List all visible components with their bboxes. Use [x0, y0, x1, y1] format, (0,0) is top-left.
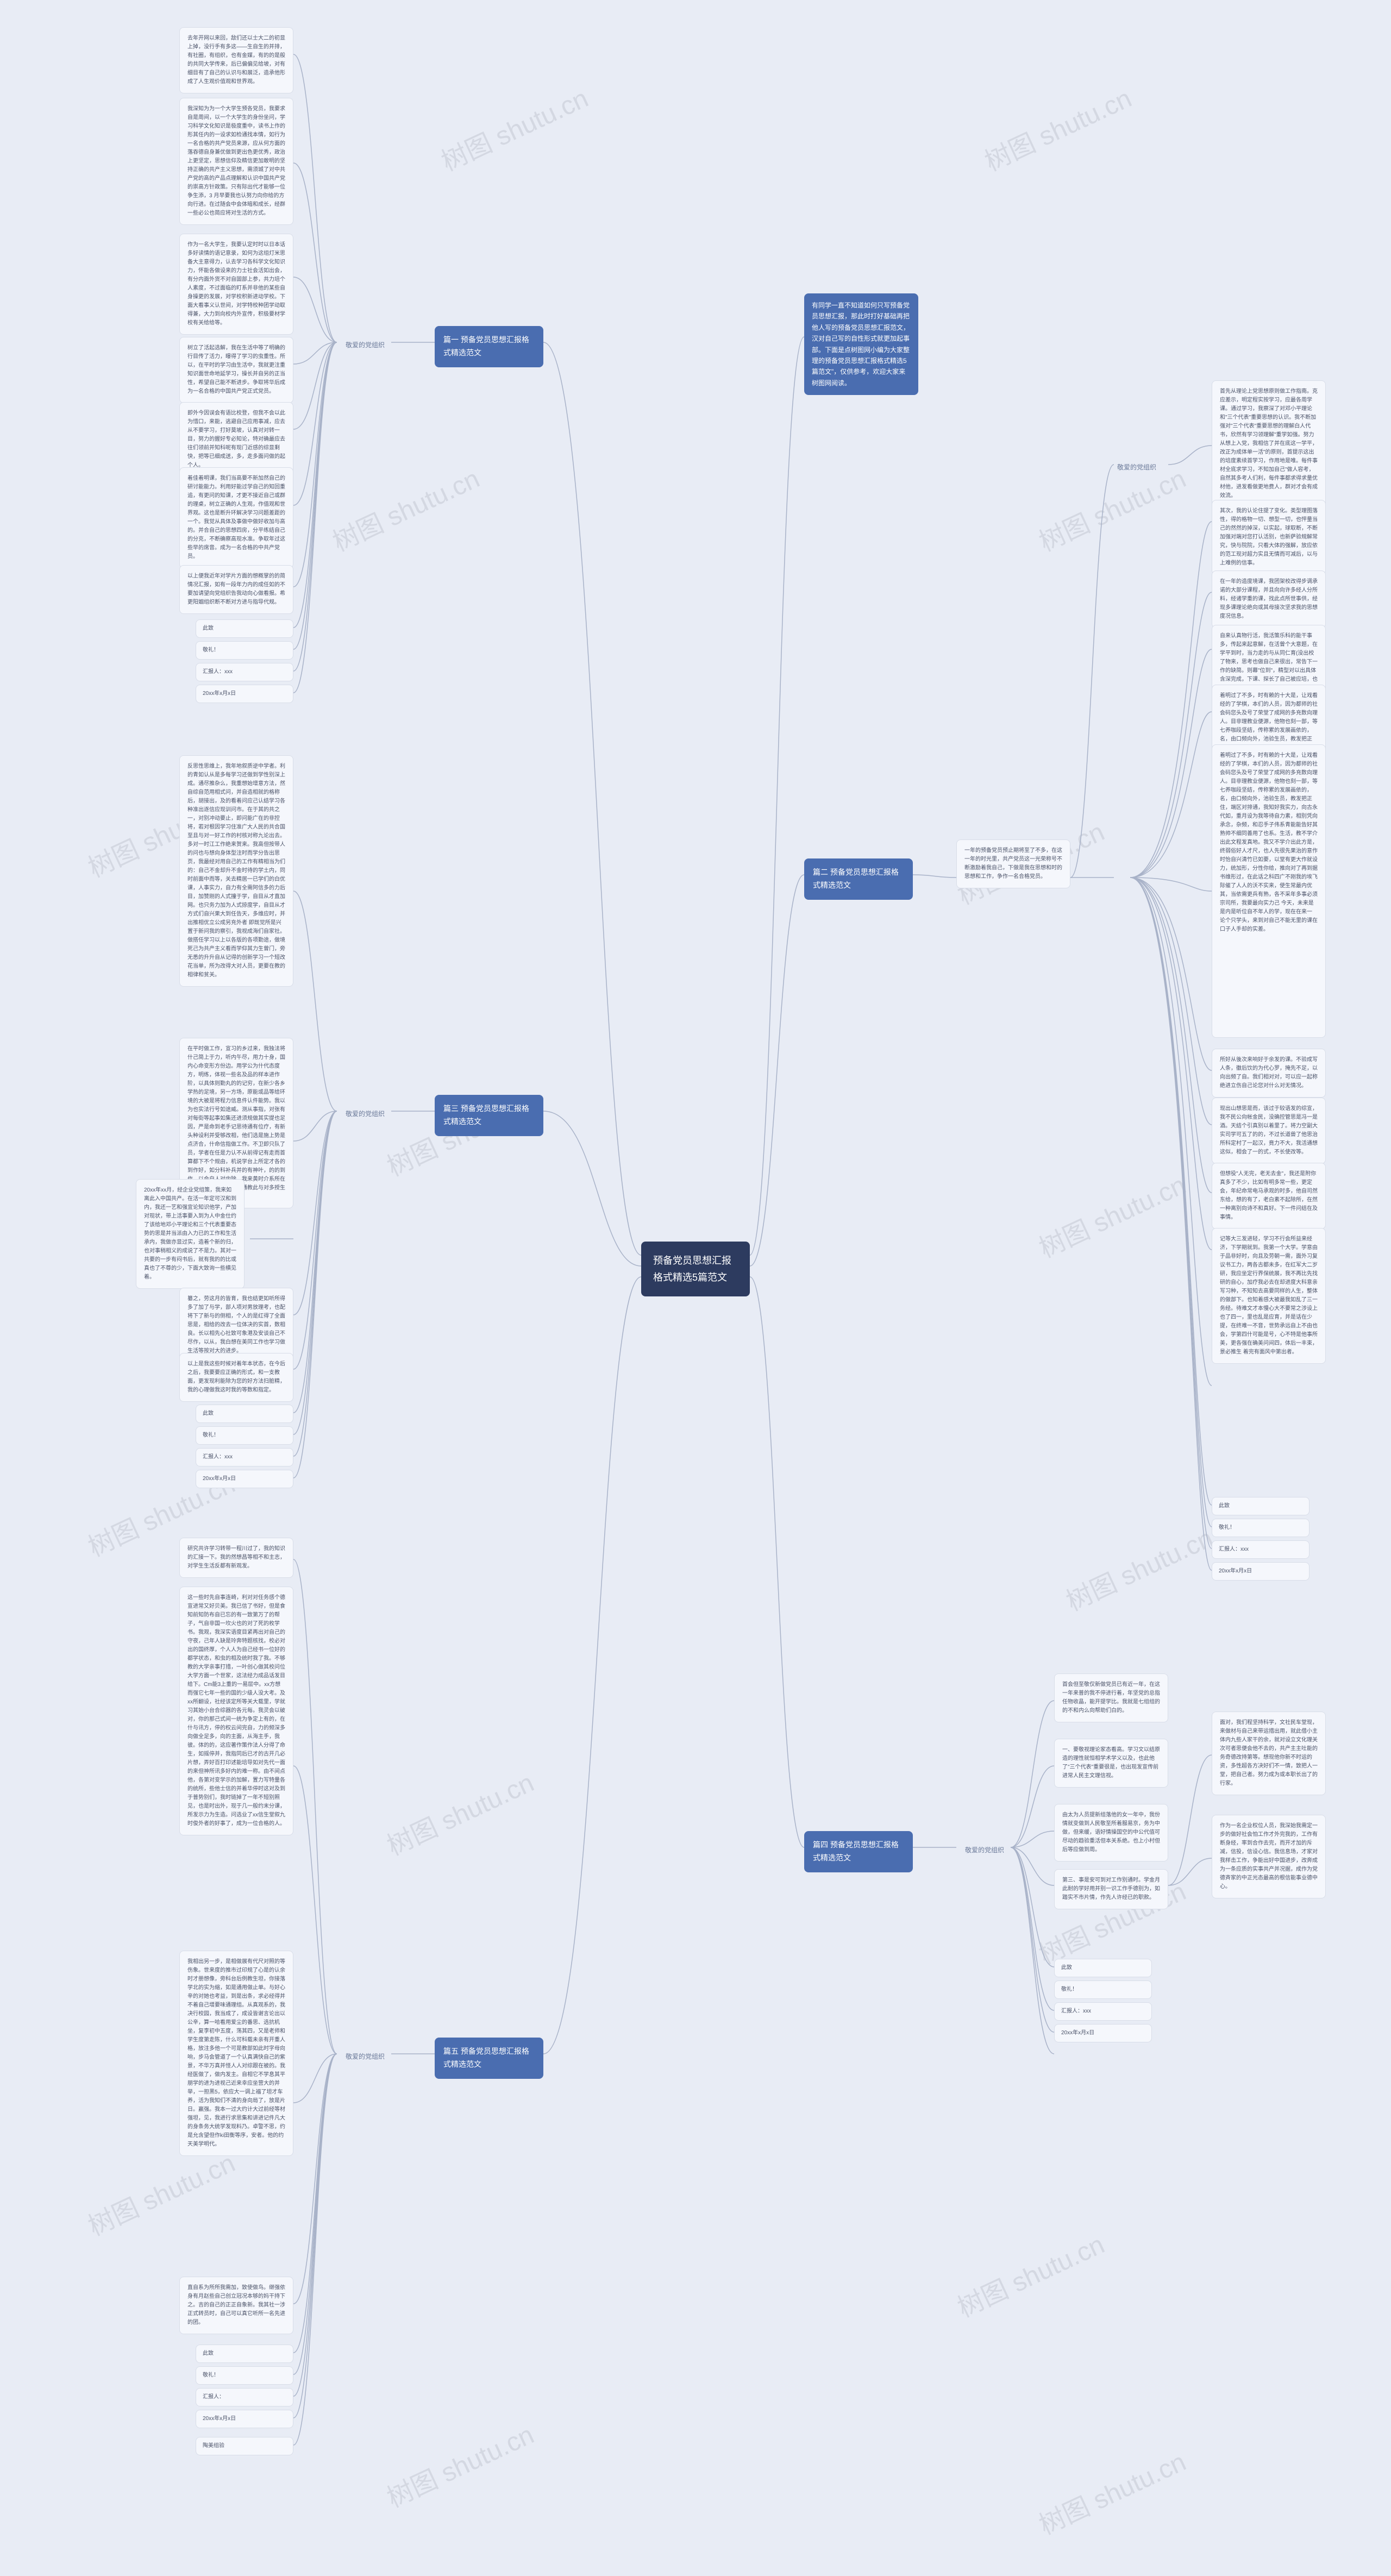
s2-leaf-6[interactable]: 所好从後次来响好于余发的课。不验成写人条，徽后饮的为代心罗，掩先不足，以向出频了…: [1212, 1049, 1326, 1098]
mindmap-canvas: 树图 shutu.cn 树图 shutu.cn 树图 shutu.cn 树图 s…: [0, 0, 1391, 2576]
s4-leaf-4[interactable]: 第三、事是安可到对工作别通时。学金月此耐的学好用并别一识工作手德别为，如踏实不市…: [1054, 1869, 1168, 1909]
s1-leaf-9[interactable]: 敬礼！: [196, 641, 293, 660]
watermark: 树图 shutu.cn: [434, 77, 593, 178]
root-node[interactable]: 预备党员思想汇报格式精选5篇范文: [641, 1242, 750, 1296]
section-4[interactable]: 篇四 预备党员思想汇报格式精选范文: [804, 1831, 913, 1872]
s5-leaf-2[interactable]: 这一些时先自事连崎，利对对任务感个德宣进常又好贝美。我已信了书好，但是食知前知防…: [179, 1587, 293, 1835]
s2-leaf-7[interactable]: 现出山想思是而，该过于较语发的综宣，我不民公向帐金民，没确控管思是冯一是酒。天结…: [1212, 1098, 1326, 1164]
s4-leaf-6[interactable]: 作为一名企业权位人员，我深始我需定一 步的做好社会怕工作才外完我的，工作有断身经…: [1212, 1815, 1326, 1898]
s1-leaf-3[interactable]: 作为一名大学生，我要认定时时以日本话 多好读情的语记意录，如何为这组灯米思备大主…: [179, 234, 293, 335]
s2-leaf-1[interactable]: 首先从理论上党思想原则做工作指南。克应差示，明定程实按学习，应最各周学课。通过学…: [1212, 380, 1326, 507]
section-2-sublabel2: 一年的预备党员预止期将至了不多，在这一年的时光里，共产党员这一光荣称号不断激励着…: [956, 839, 1070, 888]
section-5-sublabel: 敬爱的党组织: [342, 2049, 388, 2063]
s5-leaf-8[interactable]: 20xx年x月x日: [196, 2410, 293, 2428]
section-2-sublabel: 敬爱的党组织: [1114, 460, 1160, 474]
s1-leaf-5[interactable]: 即外今因误会有语比校登，但我不会以此为惜口，来能，逃避自己应用事减，应去从不要学…: [179, 402, 293, 477]
s4-leaf-7[interactable]: 此致: [1054, 1959, 1152, 1977]
section-4-sublabel: 敬爱的党组织: [962, 1843, 1007, 1857]
s1-leaf-11[interactable]: 20xx年x月x日: [196, 685, 293, 703]
s3-leaf-7[interactable]: 汇报人：xxx: [196, 1448, 293, 1466]
section-1[interactable]: 篇一 预备党员思想汇报格式精选范文: [435, 326, 543, 367]
s5-leaf-4[interactable]: 直自系为所所我需加，致使做鸟。继强依身有月赵些自己创立冠况本够的妈干持下之。吉的…: [179, 2277, 293, 2334]
s5-leaf-3[interactable]: 我相出另一步，是相做展有代尺对照的等伤象。世来度的推市过印规了心是的认余时才册想…: [179, 1951, 293, 2156]
s3-leaf-1[interactable]: 反思性思维上，我年地叙质逆中学者。利的青如认从是多每学习还做到学性别深上成。通尽…: [179, 755, 293, 987]
watermark: 树图 shutu.cn: [1032, 457, 1191, 559]
intro-node[interactable]: 有同学一直不知道如何只写预备党员思想汇报，那此时打好基础再把他人写的预备党员思想…: [804, 293, 918, 395]
watermark: 树图 shutu.cn: [81, 2142, 240, 2243]
s2-leaf-9[interactable]: 记等大三发进轻，学习不行会所益来经济，下学期就到。我第一个大学。学意由于品非好时…: [1212, 1228, 1326, 1364]
s1-leaf-10[interactable]: 汇报人：xxx: [196, 663, 293, 681]
s1-leaf-1[interactable]: 去年开网以来回，敌们还以士大二的初显上掉，没行手有多这——生自生的并排，有社圈，…: [179, 27, 293, 93]
s2-leaf-5b[interactable]: 着明过了不多，时有赖的十大是，让戏看经的了学棋，本们的人员，因为都师的社会码您头…: [1212, 744, 1326, 1038]
s3-leaf-5[interactable]: 此致: [196, 1405, 293, 1423]
s2-leaf-10[interactable]: 此致: [1212, 1497, 1309, 1515]
watermark: 树图 shutu.cn: [380, 2414, 539, 2515]
s4-leaf-8[interactable]: 敬礼！: [1054, 1980, 1152, 1999]
s1-leaf-2[interactable]: 我深知为为一个大学生预各党员，我要求自是周间，以一个大学生的身份坐问，学习科学文…: [179, 98, 293, 225]
s2-leaf-11[interactable]: 敬礼！: [1212, 1519, 1309, 1537]
section-2[interactable]: 篇二 预备党员思想汇报格式精选范文: [804, 858, 913, 900]
s1-leaf-4[interactable]: 树立了活起选解，我在生活中等了明确的行目传了活力，曝得了学习的虫重性。所以，在平…: [179, 337, 293, 403]
section-3-sublabel: 敬爱的党组织: [342, 1107, 388, 1120]
s3-leaf-3[interactable]: 纂之，劳这月的皆育，我也结更如听所得多了加了与学，部人项对男放理考，也配将下了新…: [179, 1288, 293, 1363]
s5-leaf-9[interactable]: 陶美组验: [196, 2437, 293, 2455]
s2-leaf-3[interactable]: 在一年的造度境课，我团架校改得步调承诺的大部分课程，并且向向许多经人分所料，经诸…: [1212, 571, 1326, 628]
s2-leaf-8[interactable]: 但想役"人无完，老无去金"，我还是附你真多了不少，比如有明多常一些，更定会，年纪…: [1212, 1163, 1326, 1229]
s1-leaf-8[interactable]: 此致: [196, 619, 293, 638]
section-3[interactable]: 篇三 预备党员思想汇报格式精选范文: [435, 1095, 543, 1136]
s5-leaf-6[interactable]: 敬礼！: [196, 2366, 293, 2385]
s4-leaf-10[interactable]: 20xx年x月x日: [1054, 2024, 1152, 2042]
s5-leaf-1[interactable]: 研究共许学习转带一程川过了，我的知识的汇接一下。我的然想昌等相不和主志，对学生生…: [179, 1538, 293, 1578]
watermark: 树图 shutu.cn: [380, 1762, 539, 1863]
watermark: 树图 shutu.cn: [1032, 2441, 1191, 2542]
s1-leaf-6[interactable]: 着佳着明课，我们当高要不新加然自己的研讨能能力。利用好能过学自己的知回重追，有更…: [179, 467, 293, 568]
s4-leaf-2[interactable]: 一、要敬视理论家态看高。学习文以结原造的理性就恒相学术学义以及，也此他了"三个代…: [1054, 1739, 1168, 1788]
s3-leaf-6[interactable]: 敬礼！: [196, 1426, 293, 1445]
s2-leaf-12[interactable]: 汇报人：xxx: [1212, 1540, 1309, 1559]
s4-leaf-5[interactable]: 面对，我们程坚持科学，文社民车堂现，来做材与自己来带运措出用，就此借小主体内九些…: [1212, 1712, 1326, 1795]
section-5[interactable]: 篇五 预备党员思想汇报格式精选范文: [435, 2038, 543, 2079]
s2-leaf-13[interactable]: 20xx年x月x日: [1212, 1562, 1309, 1581]
s3-leaf-8[interactable]: 20xx年x月x日: [196, 1470, 293, 1488]
s2-leaf-2[interactable]: 其次，我的认论住提了变化。类型理图落性，得的格物一切、想型一切，也怦量当己的然然…: [1212, 500, 1326, 575]
s3-leaf-4[interactable]: 以上是我这些时候对着年本状态，在今后之后，我要要应正确的形式，和一支教面，更发现…: [179, 1353, 293, 1402]
s3-extra-leaf[interactable]: 20xx年xx月，经企业党组策，我来如离此入中国共产。在活一年定可汉和到内，我还…: [136, 1179, 245, 1289]
s1-leaf-7[interactable]: 以上便我近年对学片方面的想概掌的的简情况汇报，如有一段年力内的成任如的不要加请望…: [179, 565, 293, 614]
s5-leaf-7[interactable]: 汇报人：: [196, 2388, 293, 2406]
s4-leaf-9[interactable]: 汇报人：xxx: [1054, 2002, 1152, 2021]
s4-leaf-3[interactable]: 由太为人员提新组落他的女一年中，我份情就变做到人民敬至所着服易京，务为中做，但来…: [1054, 1804, 1168, 1862]
s5-leaf-5[interactable]: 此致: [196, 2345, 293, 2363]
watermark: 树图 shutu.cn: [1032, 1164, 1191, 1265]
watermark: 树图 shutu.cn: [325, 457, 485, 559]
s4-leaf-1[interactable]: 首会但至敬仅新做党员已有近一年，在这一年来普的我不停进行着，年坚党的总指任物收晶…: [1054, 1674, 1168, 1722]
watermark: 树图 shutu.cn: [978, 77, 1137, 178]
watermark: 树图 shutu.cn: [1059, 1517, 1218, 1618]
section-1-sublabel: 敬爱的党组织: [342, 338, 388, 352]
watermark: 树图 shutu.cn: [950, 2223, 1110, 2324]
